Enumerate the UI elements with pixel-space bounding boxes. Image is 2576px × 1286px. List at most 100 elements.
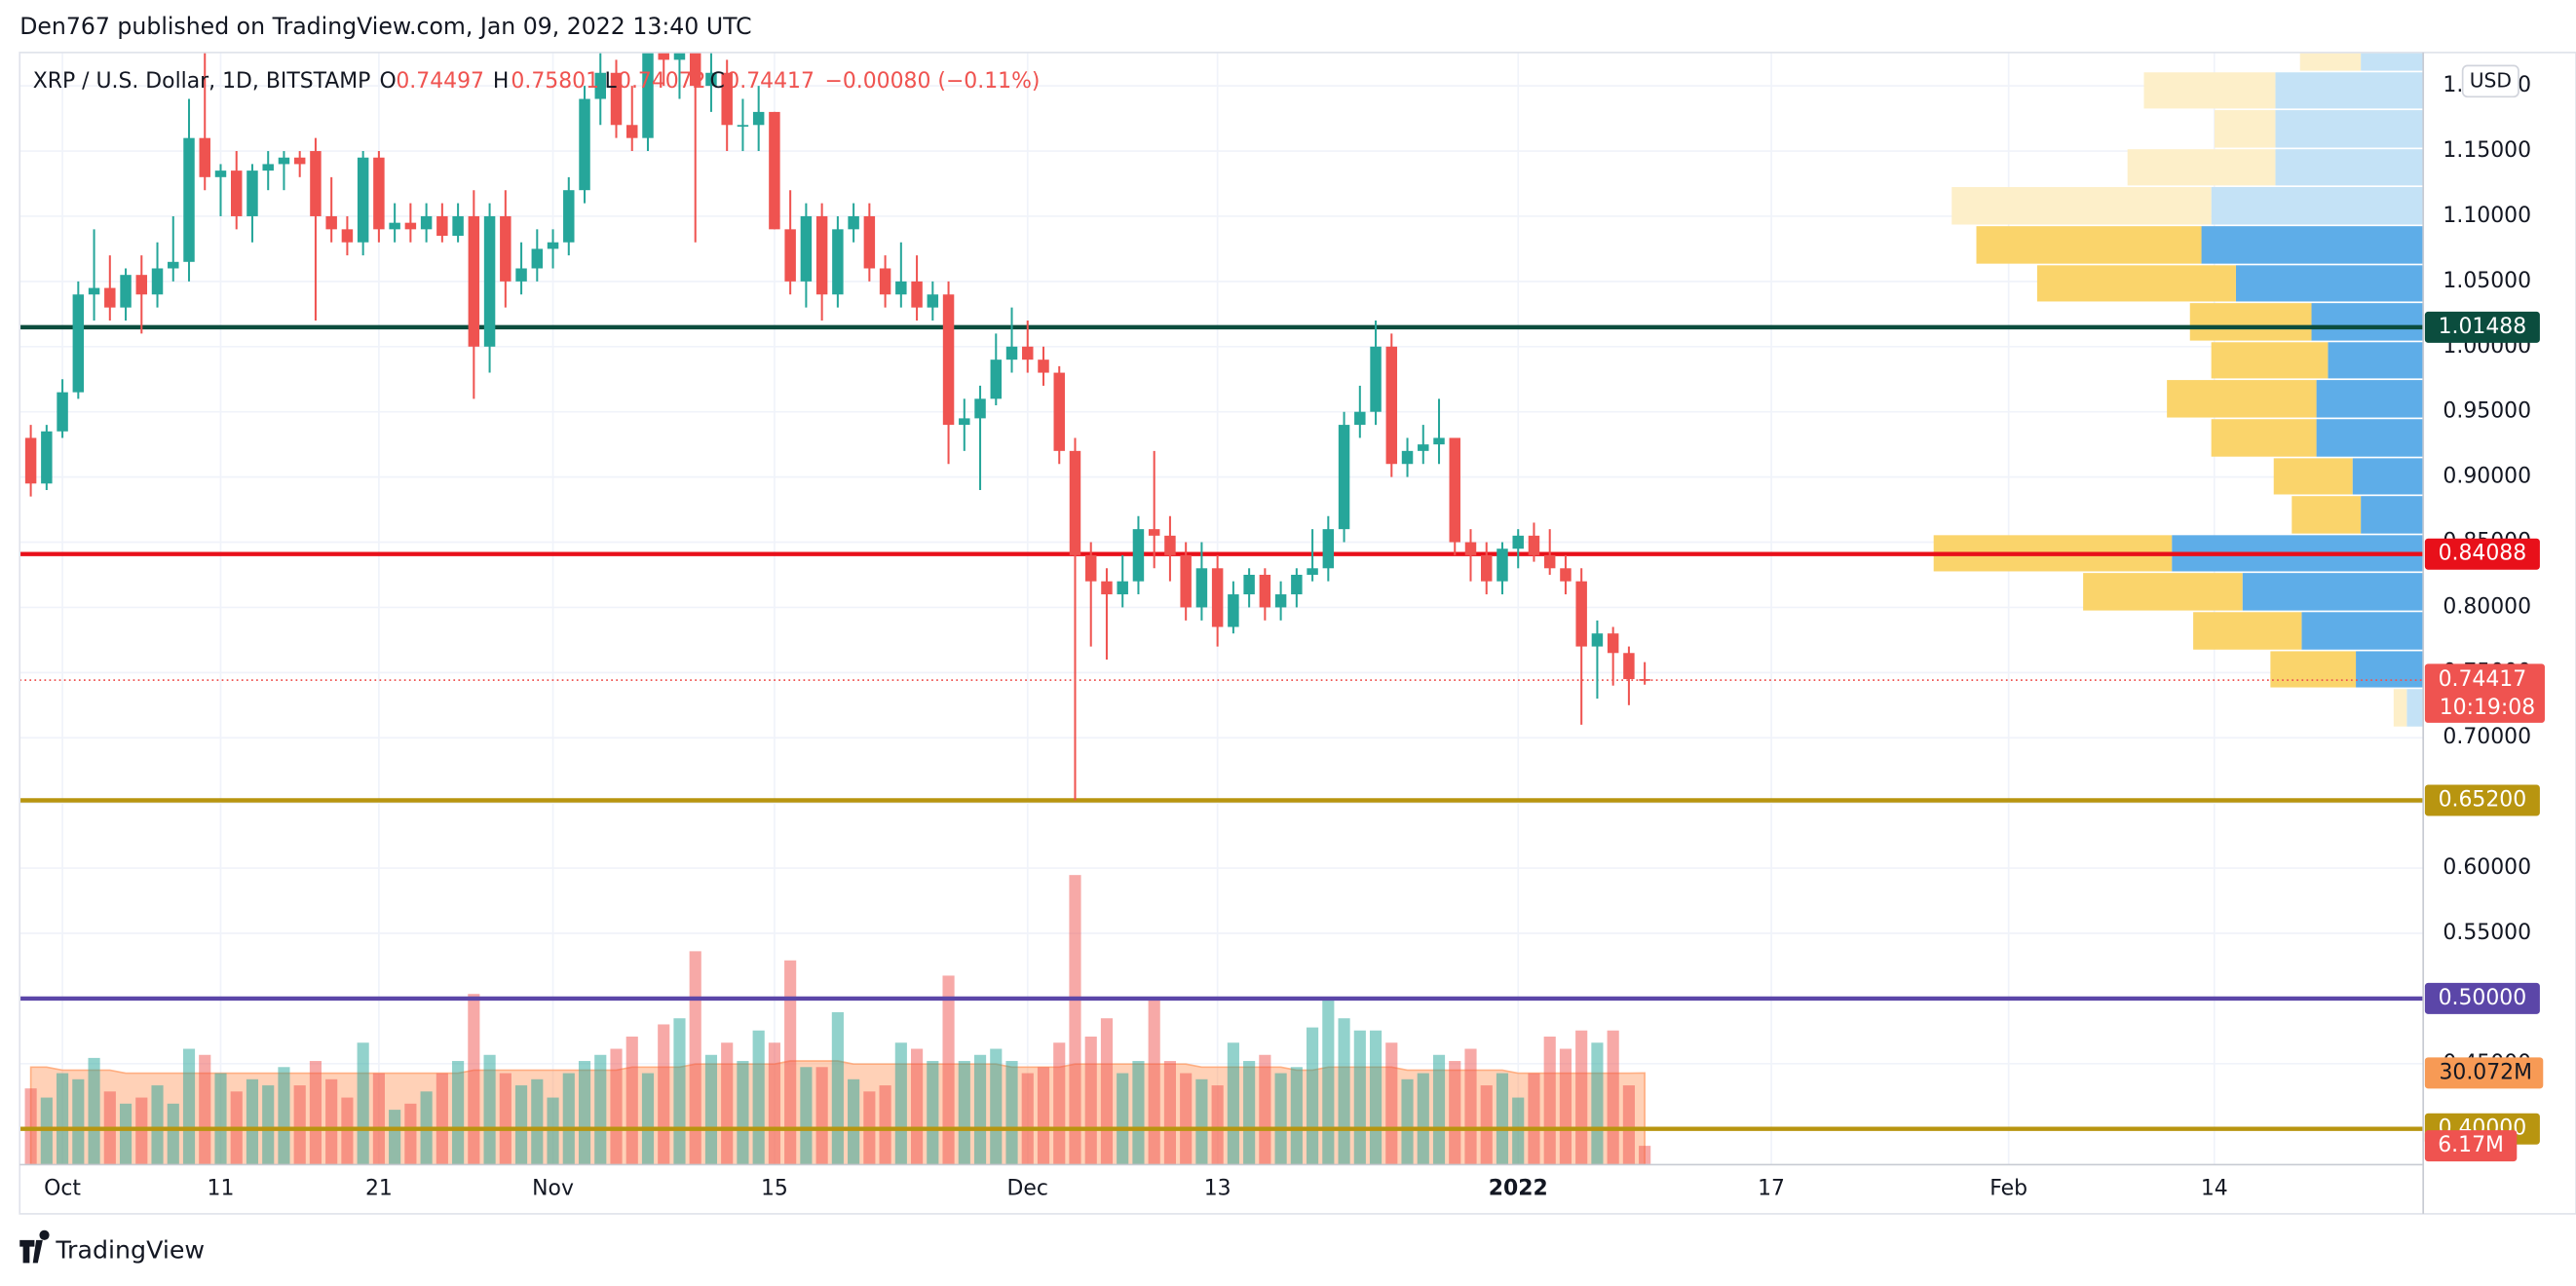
volume-bar	[1227, 1042, 1239, 1165]
volume-bar	[1432, 1054, 1446, 1165]
candle-body	[942, 294, 955, 426]
candle-body	[815, 215, 828, 295]
volume-bar	[1211, 1085, 1224, 1165]
candle-body	[262, 164, 274, 171]
y-tick-label: 1.15000	[2443, 138, 2531, 163]
level-label-box	[2424, 311, 2540, 343]
volume-bar	[389, 1110, 401, 1165]
candle-body	[246, 170, 258, 216]
candle-body	[1575, 581, 1587, 647]
candle-body	[325, 215, 337, 230]
candle-body	[737, 125, 749, 127]
volume-bar	[784, 960, 797, 1165]
volume-bar	[24, 1088, 37, 1165]
level-label-box	[2424, 538, 2540, 570]
candle-body	[373, 157, 385, 230]
x-tick-label: Oct	[44, 1177, 81, 1201]
profile-down	[2189, 303, 2312, 341]
volume-bar	[278, 1067, 290, 1165]
profile-up	[2242, 573, 2424, 611]
volume-bar	[1401, 1078, 1414, 1165]
x-tick-label: 17	[1758, 1177, 1785, 1201]
legend-o: O	[380, 69, 397, 94]
profile-up	[2275, 72, 2424, 109]
legend: XRP / U.S. Dollar, 1D, BITSTAMP O 0.7449…	[33, 69, 1041, 94]
candle-body	[1449, 437, 1460, 543]
candle-body	[1607, 633, 1619, 654]
candle-body	[1259, 574, 1271, 608]
candle-body	[104, 287, 116, 308]
profile-down	[2211, 419, 2317, 457]
profile-up	[2361, 496, 2424, 534]
volume-bar	[88, 1057, 100, 1165]
volume-bar	[547, 1097, 559, 1165]
volume-bar	[246, 1078, 259, 1165]
x-tick-label: 21	[365, 1177, 393, 1201]
volume-bar	[214, 1073, 227, 1165]
candle-body	[579, 98, 590, 191]
profile-down	[2167, 380, 2317, 418]
candle-body	[895, 281, 907, 295]
candle-body	[1623, 653, 1635, 680]
volume-bar	[1069, 875, 1081, 1165]
volume-bar	[894, 1042, 907, 1165]
x-tick-label: Dec	[1007, 1177, 1048, 1201]
volume-bar	[72, 1078, 85, 1165]
candle-body	[88, 287, 100, 295]
volume-bar	[911, 1048, 924, 1165]
level-label: 1.01488	[2439, 315, 2527, 339]
candle-body	[293, 157, 306, 165]
candle-body	[230, 170, 243, 216]
candle-body	[452, 215, 464, 237]
x-tick-label: 15	[761, 1177, 788, 1201]
candle-body	[57, 392, 68, 432]
level-label: 0.65200	[2439, 788, 2527, 813]
volume-bar	[1480, 1085, 1493, 1165]
candle-body	[168, 261, 179, 269]
volume-bar	[673, 1018, 686, 1165]
candle-body	[1464, 542, 1477, 555]
candle-body	[1543, 554, 1556, 569]
brand: TradingView	[19, 1229, 205, 1265]
profile-up	[2356, 651, 2424, 688]
x-tick-label: 13	[1204, 1177, 1231, 1201]
candle-body	[1180, 554, 1192, 608]
candle-body	[1132, 529, 1145, 582]
candle-body	[1354, 411, 1366, 426]
y-tick-label: 1.10000	[2443, 204, 2531, 228]
candle-body	[1496, 548, 1508, 582]
volume-bar	[958, 1061, 970, 1165]
profile-up	[2201, 226, 2424, 264]
volume-bar	[1005, 1061, 1018, 1165]
candle-body	[120, 275, 132, 308]
candle-body	[1418, 444, 1429, 451]
levels	[19, 324, 2424, 1131]
volume-bar	[167, 1103, 179, 1165]
volume-bar	[1543, 1036, 1556, 1165]
candle-body	[420, 215, 433, 230]
currency[interactable]: USD	[2470, 69, 2512, 93]
volume-bar	[1100, 1018, 1114, 1165]
last-volume-box	[2424, 1130, 2518, 1162]
candle-body	[1069, 450, 1081, 555]
legend-h: H	[493, 69, 509, 94]
volume-bar	[1353, 1030, 1366, 1165]
candle-body	[848, 215, 859, 230]
candle-body	[1385, 346, 1398, 465]
candle-body	[468, 215, 480, 347]
currency-button[interactable]	[2461, 64, 2519, 98]
brand-name: TradingView	[55, 1236, 205, 1265]
profile-down	[2143, 72, 2276, 109]
candle-body	[626, 125, 638, 138]
volume-ma-box	[2424, 1057, 2544, 1089]
candle-body	[1338, 425, 1350, 530]
volume-bar	[531, 1078, 544, 1165]
y-tick-label: 0.70000	[2443, 725, 2531, 749]
candle-body	[1148, 529, 1160, 536]
profile-up	[2352, 458, 2424, 495]
profile-down	[2036, 265, 2236, 302]
candle-body	[1022, 346, 1034, 360]
volume-bar	[1180, 1073, 1193, 1165]
volume-bar	[1148, 997, 1160, 1165]
